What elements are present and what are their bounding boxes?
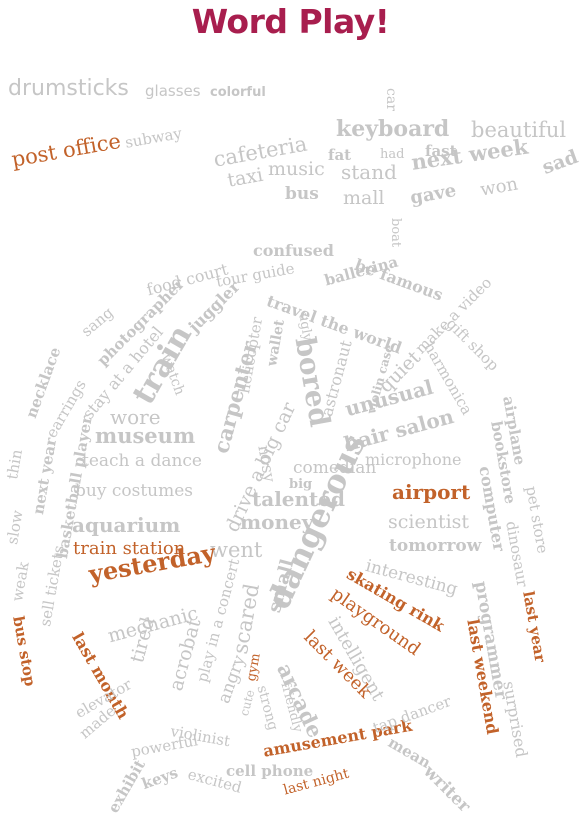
word-post-office: post office: [9, 128, 123, 172]
word-went: went: [210, 538, 263, 562]
word-museum: museum: [95, 423, 196, 448]
word-keyboard: keyboard: [336, 116, 450, 142]
word-exhibit: exhibit: [104, 756, 149, 816]
word-dinosaur: dinosaur: [502, 519, 532, 589]
word-stand: stand: [341, 160, 397, 184]
word-helicopter: helicopter: [235, 315, 267, 395]
word-fat: fat: [328, 146, 352, 164]
word-music: music: [268, 158, 325, 180]
word-sad: sad: [539, 145, 581, 179]
word-powerful: powerful: [129, 731, 200, 761]
word-taxi: taxi: [225, 163, 265, 192]
word-mall: mall: [343, 187, 385, 209]
word-microphone: microphone: [365, 450, 462, 469]
word-airport: airport: [392, 480, 471, 504]
word-fast: fast: [425, 142, 457, 160]
word-gym: gym: [244, 652, 264, 683]
word-bus-stop: bus stop: [9, 614, 40, 688]
word-pet-store: pet store: [522, 484, 552, 555]
word-wore: wore: [110, 405, 161, 429]
word-big: big: [289, 477, 313, 492]
word-writer: writer: [419, 761, 475, 817]
word-cute: cute: [237, 688, 258, 718]
word-drumsticks: drumsticks: [8, 76, 129, 101]
word-won: won: [478, 173, 520, 201]
word-cell-phone: cell phone: [226, 762, 314, 780]
word-car: car: [383, 88, 399, 111]
word-aquarium: aquarium: [72, 513, 181, 537]
word-sang: sang: [77, 303, 117, 341]
word-buy-costumes: buy costumes: [75, 481, 194, 501]
word-had: had: [380, 147, 405, 162]
word-last-year: last year: [519, 589, 550, 664]
word-scientist: scientist: [388, 511, 470, 533]
word-bus: bus: [285, 184, 319, 204]
word-slow: slow: [3, 508, 27, 546]
word-strong: strong: [253, 683, 281, 733]
word-tomorrow: tomorrow: [389, 536, 482, 556]
word-train-station: train station: [73, 538, 186, 559]
word-scared: scared: [228, 581, 264, 656]
word-mean: mean: [385, 733, 434, 772]
word-colorful: colorful: [210, 85, 266, 100]
word-surprised: surprised: [499, 679, 532, 759]
page-title: Word Play!: [191, 2, 390, 41]
word-gave: gave: [408, 180, 458, 209]
word-glasses: glasses: [145, 82, 201, 100]
word-boat: boat: [388, 218, 403, 248]
word-talented: talented: [252, 487, 346, 511]
word-sell-tickets: sell tickets: [36, 544, 68, 628]
word-wallet: wallet: [264, 318, 288, 368]
word-thin: thin: [3, 447, 26, 481]
word-subway: subway: [123, 124, 184, 152]
word-weak: weak: [8, 560, 33, 603]
word-teach-a-dance: teach a dance: [82, 451, 202, 471]
word-confused: confused: [253, 241, 334, 260]
word-next-year: next year: [29, 436, 61, 516]
word-comedian: comedian: [293, 458, 377, 478]
word-money: money: [240, 510, 314, 534]
word-beautiful: beautiful: [471, 118, 567, 142]
